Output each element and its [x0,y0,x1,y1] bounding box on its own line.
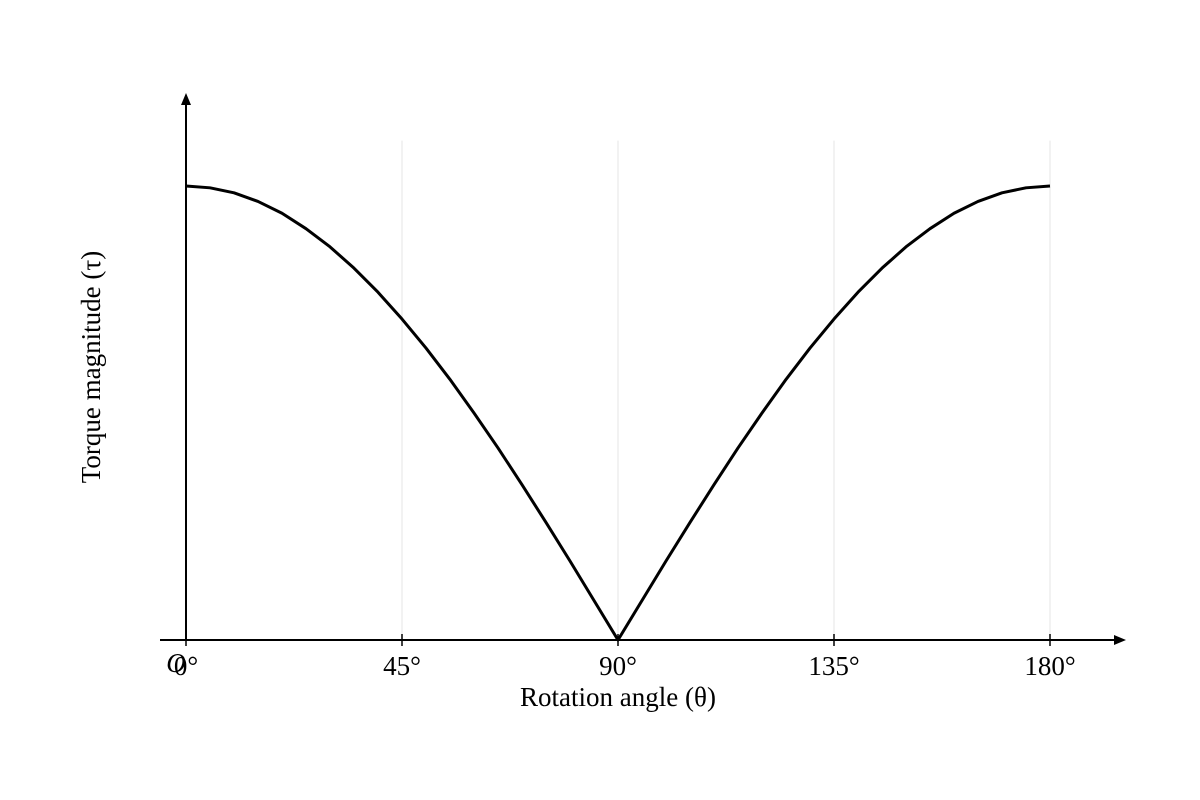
x-tick-label: 90° [599,651,637,681]
torque-curve [185,184,1051,642]
origin-label: O [166,648,186,678]
x-axis-label: Rotation angle (θ) [520,682,716,712]
x-tick-label: 0° [174,651,198,681]
y-axis-arrow [181,93,191,105]
x-tick-label: 45° [383,651,421,681]
x-axis-arrow [1114,635,1126,645]
x-tick-label: 135° [808,651,859,681]
y-axis-label: Torque magnitude (τ) [76,251,106,483]
x-tick-label: 180° [1024,651,1075,681]
